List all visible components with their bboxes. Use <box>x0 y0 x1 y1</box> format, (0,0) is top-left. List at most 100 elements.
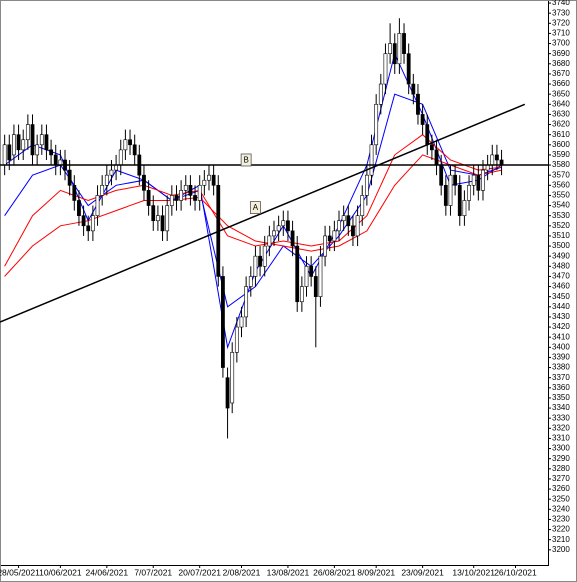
candle-body <box>383 53 388 85</box>
candle-body <box>123 139 128 151</box>
candle-body <box>453 174 458 186</box>
y-tick-label: 3400 <box>552 342 570 351</box>
candle-body <box>392 43 397 65</box>
candle-body <box>332 230 337 242</box>
y-tick-label: 3320 <box>552 423 570 432</box>
candle-body <box>318 255 323 297</box>
x-tick-label: 24/06/2021 <box>86 567 129 577</box>
candle-body <box>49 149 53 156</box>
candle-body <box>225 377 230 409</box>
candle-body <box>53 154 58 166</box>
y-tick-label: 3420 <box>552 322 570 331</box>
candle-body <box>151 205 156 222</box>
candle-body <box>202 179 207 186</box>
candle-body <box>90 215 95 232</box>
candle-body <box>481 169 485 191</box>
annotation-label: A <box>253 203 259 212</box>
y-tick-label: 3210 <box>552 535 570 544</box>
candle-body <box>77 200 81 216</box>
candle-body <box>230 352 235 404</box>
candle-body <box>239 316 244 328</box>
candle-body <box>323 235 327 257</box>
candle-body <box>44 134 49 151</box>
y-tick-label: 3570 <box>552 170 570 179</box>
candle-body <box>406 53 411 85</box>
y-tick-label: 3490 <box>552 251 570 260</box>
candle-body <box>193 195 197 201</box>
x-tick-label: 2/08/2021 <box>223 567 261 577</box>
y-tick-label: 3600 <box>552 140 570 149</box>
y-tick-label: 3660 <box>552 79 570 88</box>
candle-body <box>67 169 72 186</box>
candle-body <box>374 103 379 146</box>
candle-body <box>188 184 193 196</box>
candle-body <box>346 215 351 227</box>
candle-body <box>309 265 314 277</box>
annotation-box <box>250 201 261 214</box>
candle-body <box>351 225 355 237</box>
candle-body <box>169 195 174 206</box>
annotation-box <box>240 153 252 167</box>
x-tick-label: 8/09/2021 <box>357 567 395 577</box>
y-tick-label: 3340 <box>552 403 570 412</box>
y-tick-label: 3370 <box>552 373 570 382</box>
y-tick-label: 3310 <box>552 434 570 443</box>
y-tick-label: 3520 <box>552 221 570 230</box>
candle-body <box>174 195 179 201</box>
y-tick-label: 3500 <box>552 241 570 250</box>
y-tick-label: 3700 <box>552 39 570 48</box>
moving-average <box>4 134 502 267</box>
y-tick-label: 3670 <box>552 69 570 78</box>
candle-body <box>104 174 109 186</box>
y-tick-label: 3620 <box>552 120 570 129</box>
candle-body <box>490 154 495 166</box>
candle-body <box>476 174 481 191</box>
candle-body <box>183 184 188 191</box>
annotation-label: B <box>243 156 248 165</box>
candle-body <box>304 265 309 287</box>
y-tick-label: 3530 <box>552 211 570 220</box>
candle-body <box>369 144 374 176</box>
x-tick-label: 26/10/2021 <box>494 567 537 577</box>
candle-body <box>485 164 490 171</box>
candle-body <box>258 255 262 267</box>
x-tick-label: 28/05/2021 <box>0 567 40 577</box>
y-tick-label: 3360 <box>552 383 570 392</box>
y-tick-label: 3480 <box>552 261 570 270</box>
candle-body <box>337 220 341 232</box>
candle-body <box>244 286 249 318</box>
y-tick-label: 3220 <box>552 525 570 534</box>
trend-line <box>0 103 526 323</box>
y-tick-label: 3290 <box>552 454 570 463</box>
y-tick-label: 3280 <box>552 464 570 473</box>
y-tick-label: 3450 <box>552 292 570 301</box>
candle-body <box>495 154 499 161</box>
candle-body <box>132 144 137 156</box>
candle-body <box>95 195 100 216</box>
candle-body <box>160 215 165 232</box>
y-tick-label: 3410 <box>552 332 570 341</box>
x-tick-label: 13/10/2021 <box>452 567 495 577</box>
x-tick-label: 23/09/2021 <box>401 567 444 577</box>
candle-body <box>462 200 467 216</box>
plot-frame <box>0 0 549 566</box>
y-tick-label: 3200 <box>552 545 570 554</box>
candle-body <box>434 149 439 166</box>
candle-body <box>221 276 225 368</box>
y-tick-label: 3690 <box>552 49 570 58</box>
candle-body <box>388 43 393 54</box>
x-tick-label: 10/06/2021 <box>39 567 82 577</box>
candle-body <box>290 230 295 247</box>
y-tick-label: 3300 <box>552 444 570 453</box>
candle-body <box>114 164 119 171</box>
candle-body <box>467 184 471 201</box>
candle-body <box>16 134 21 151</box>
candle-body <box>378 83 383 105</box>
candle-body <box>109 169 114 176</box>
candle-body <box>207 174 211 181</box>
candle-body <box>39 134 44 146</box>
y-tick-label: 3630 <box>552 110 570 119</box>
y-tick-label: 3250 <box>552 494 570 503</box>
y-tick-label: 3430 <box>552 312 570 321</box>
